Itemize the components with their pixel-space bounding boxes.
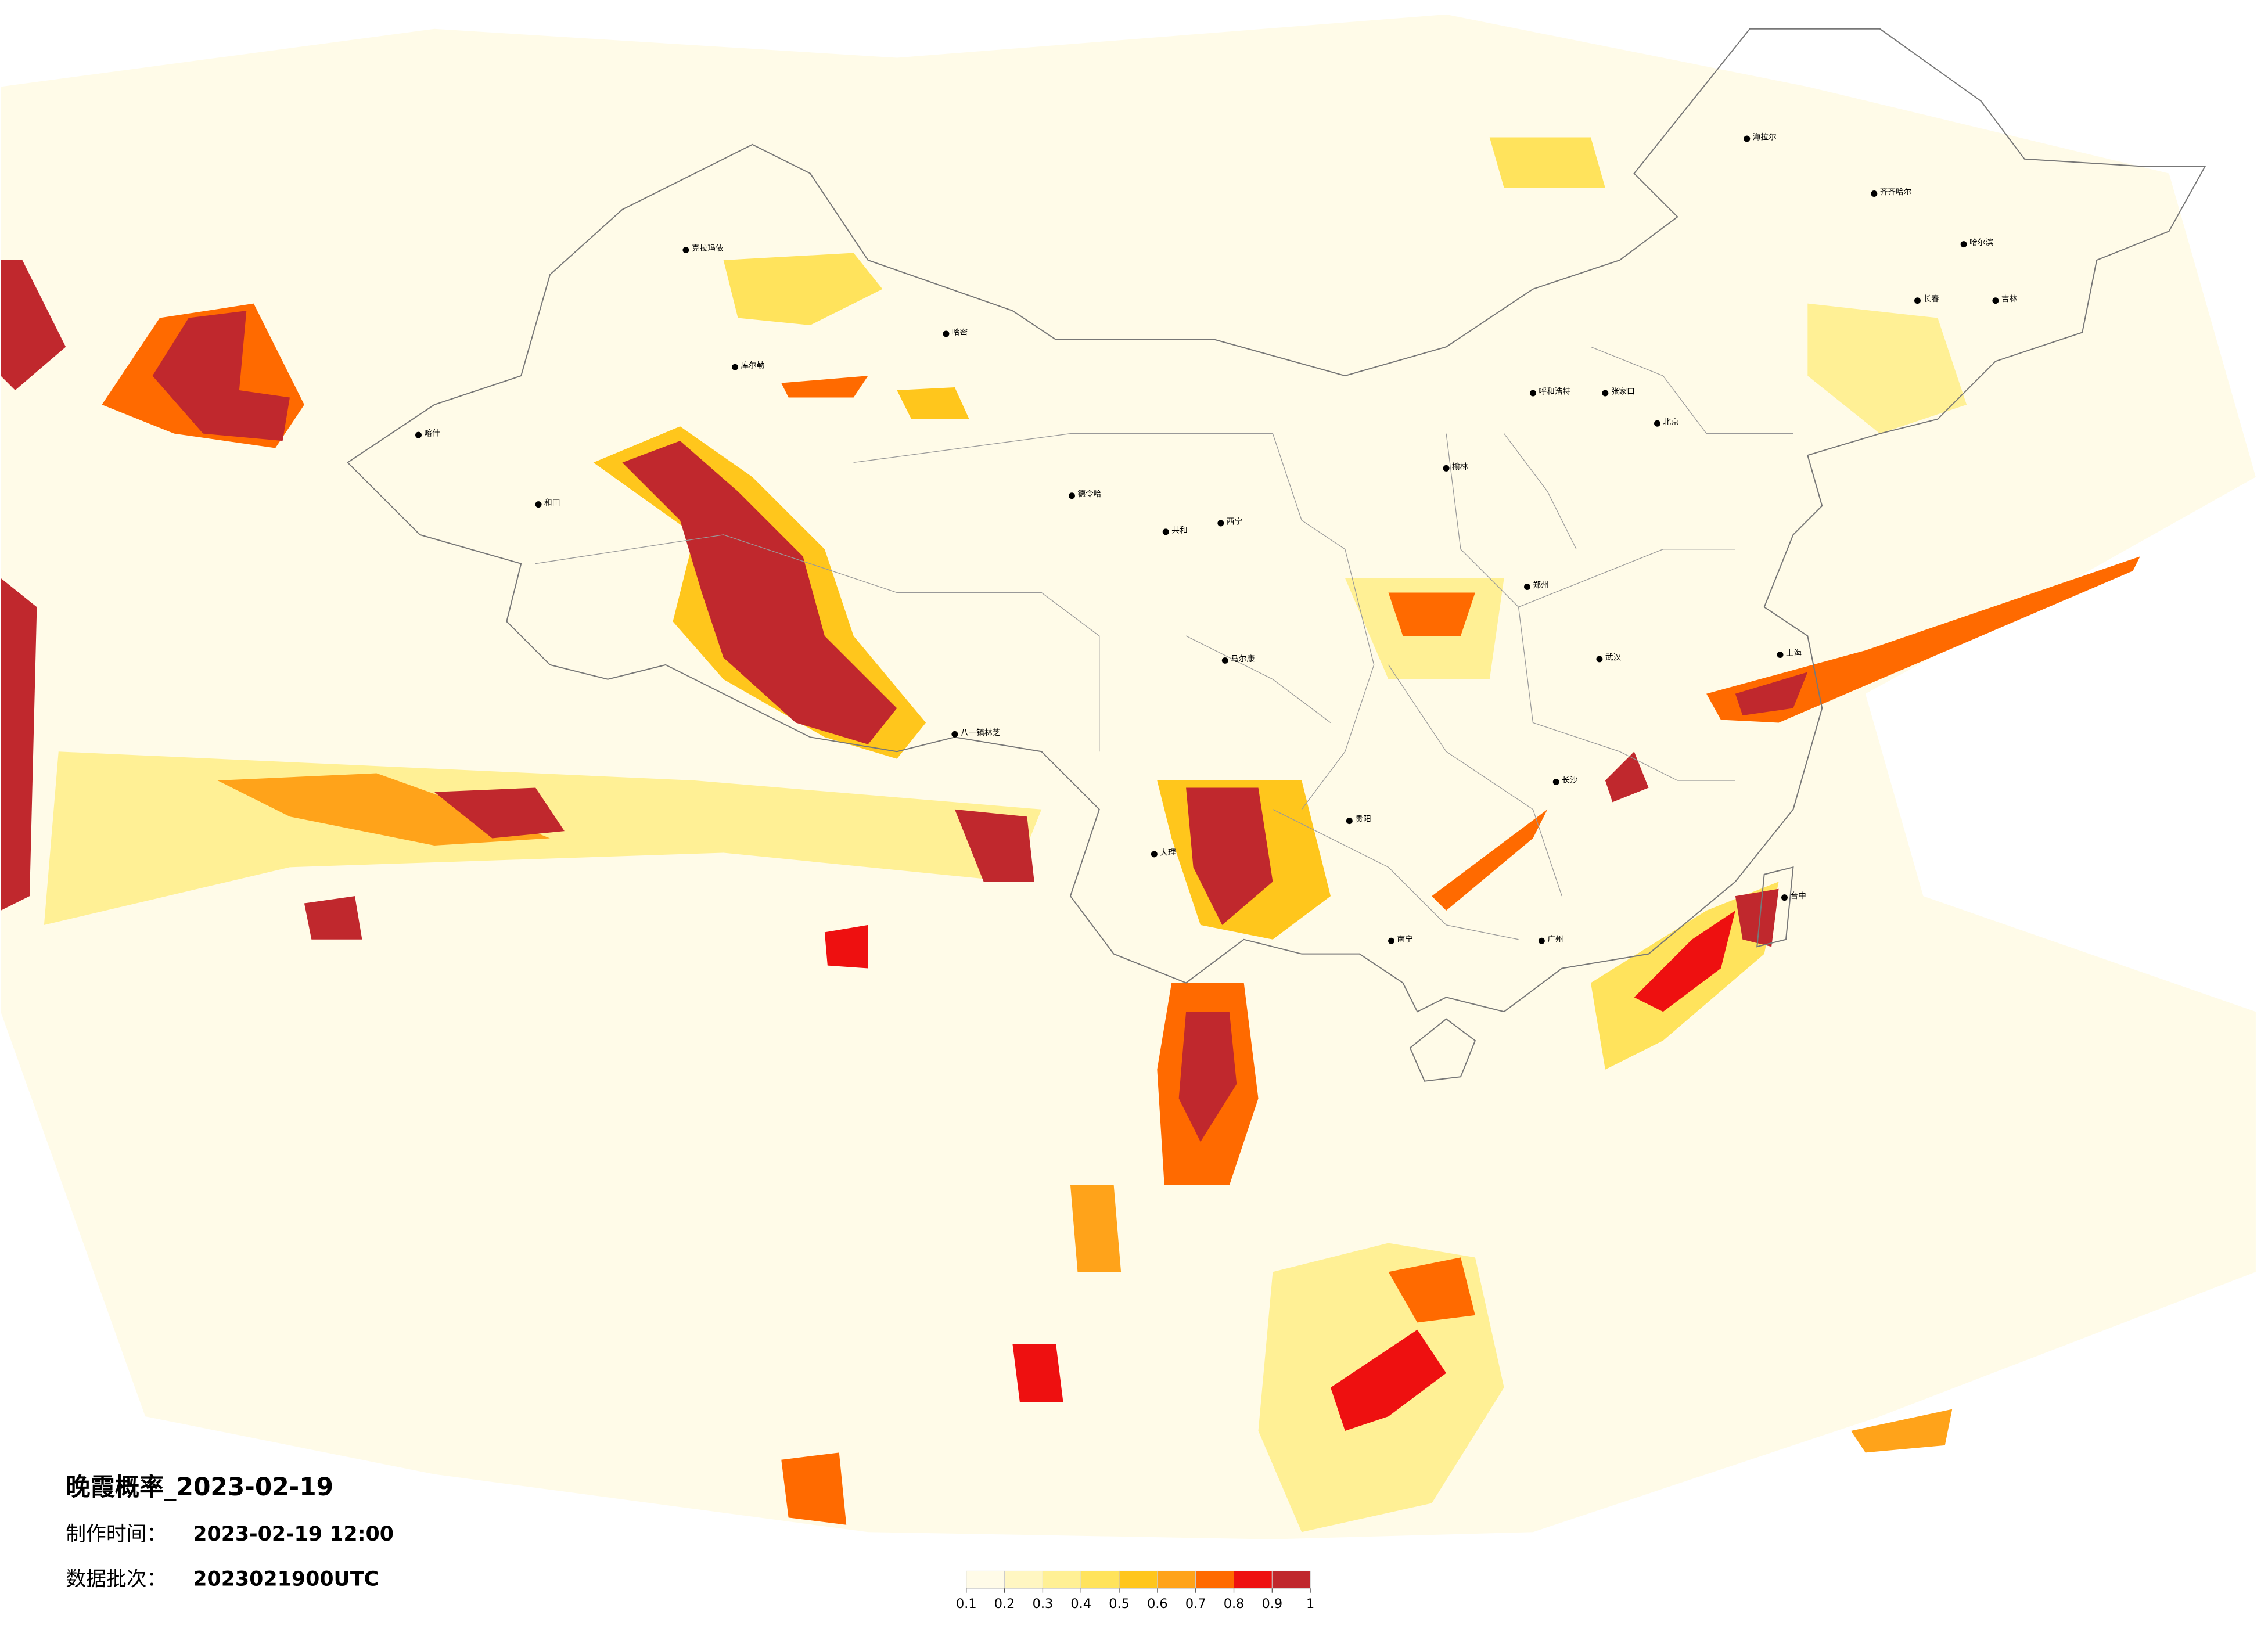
city-dot (535, 501, 542, 508)
colorbar-tick-label: 0.8 (1224, 1596, 1245, 1611)
city-label: 西宁 (1227, 516, 1242, 526)
city-label: 喀什 (424, 429, 440, 438)
city-label: 台中 (1790, 891, 1806, 901)
city-dot (1162, 528, 1169, 535)
colorbar-swatch (1234, 1570, 1273, 1589)
city-dot (1744, 135, 1751, 142)
city-dot (1654, 420, 1660, 427)
city-dot (1524, 584, 1530, 590)
city-label: 张家口 (1611, 386, 1635, 396)
city-dot (682, 247, 689, 254)
city-dot (943, 330, 950, 337)
city-dot (1871, 190, 1878, 197)
colorbar-tick-label: 0.5 (1109, 1596, 1130, 1611)
probability-field (1, 14, 2256, 1539)
city-label: 海拉尔 (1753, 132, 1777, 142)
city-label: 呼和浩特 (1539, 387, 1570, 396)
map-title: 晚霞概率_2023-02-19 (66, 1473, 333, 1501)
city-dot (732, 364, 739, 370)
city-label: 郑州 (1533, 581, 1548, 590)
city-dot (1596, 656, 1603, 663)
colorbar-swatch (1042, 1570, 1081, 1589)
city-label: 库尔勒 (741, 361, 765, 370)
colorbar-swatch (1119, 1570, 1158, 1589)
city-dot (1388, 937, 1394, 944)
city-dot (1781, 894, 1788, 901)
colorbar-swatch (966, 1570, 1005, 1589)
city-label: 吉林 (2001, 294, 2018, 304)
city-label: 武汉 (1605, 653, 1622, 662)
city-dot (951, 731, 958, 738)
colorbar-swatch (1004, 1570, 1043, 1589)
city-dot (1538, 937, 1545, 944)
city-label: 齐齐哈尔 (1880, 188, 1912, 197)
city-dot (415, 431, 422, 438)
city-label: 克拉玛依 (692, 244, 724, 253)
colorbar-tick-label: 0.6 (1147, 1596, 1168, 1611)
city-label: 哈密 (952, 327, 968, 337)
city-dot (1777, 651, 1784, 658)
city-dot (1602, 390, 1609, 397)
batch-label: 数据批次： (66, 1567, 167, 1591)
city-dot (1069, 492, 1075, 499)
city-label: 和田 (544, 498, 560, 508)
city-dot (1151, 851, 1158, 858)
city-dot (1217, 520, 1224, 527)
city-label: 共和 (1171, 526, 1187, 535)
city-label: 南宁 (1397, 934, 1412, 944)
city-label: 北京 (1663, 418, 1678, 427)
colorbar-tick-label: 0.9 (1262, 1596, 1283, 1611)
colorbar-tick-label: 0.7 (1185, 1596, 1206, 1611)
colorbar: 0.1 0.2 0.3 0.4 0.5 0.6 0.7 0.8 0.9 1 (956, 1570, 1314, 1611)
city-label: 八一镇林芝 (961, 728, 1001, 738)
city-dot (1960, 241, 1967, 248)
city-label: 上海 (1786, 649, 1802, 658)
city-dot (1992, 297, 1999, 304)
city-label: 德令哈 (1077, 490, 1101, 499)
city-label: 广州 (1547, 935, 1563, 944)
made-time: 2023-02-19 12:00 (193, 1523, 394, 1546)
city-label: 榆林 (1452, 462, 1468, 472)
city-dot (1914, 297, 1921, 304)
batch: 2023021900UTC (193, 1567, 379, 1591)
colorbar-swatch (1195, 1570, 1235, 1589)
city-dot (1443, 465, 1450, 472)
colorbar-tick-label: 0.2 (994, 1596, 1015, 1611)
colorbar-swatch (1080, 1570, 1120, 1589)
city-label: 大理 (1160, 848, 1176, 857)
city-label: 贵阳 (1355, 815, 1371, 824)
city-dot (1529, 390, 1536, 397)
city-dot (1552, 779, 1559, 785)
colorbar-tick-label: 0.4 (1070, 1596, 1091, 1611)
city-label: 哈尔滨 (1969, 238, 1993, 247)
colorbar-swatch (1271, 1570, 1311, 1589)
city-dot (1346, 818, 1353, 825)
city-label: 长沙 (1562, 776, 1578, 785)
city-label: 长春 (1923, 294, 1939, 304)
colorbar-tick-label: 0.1 (956, 1596, 977, 1611)
made-label: 制作时间： (66, 1523, 167, 1546)
city-label: 马尔康 (1231, 654, 1255, 664)
colorbar-swatch (1157, 1570, 1196, 1589)
colorbar-tick-label: 1 (1306, 1596, 1314, 1611)
colorbar-tick-label: 0.3 (1033, 1596, 1054, 1611)
city-dot (1221, 657, 1228, 664)
border (346, 28, 2206, 1082)
